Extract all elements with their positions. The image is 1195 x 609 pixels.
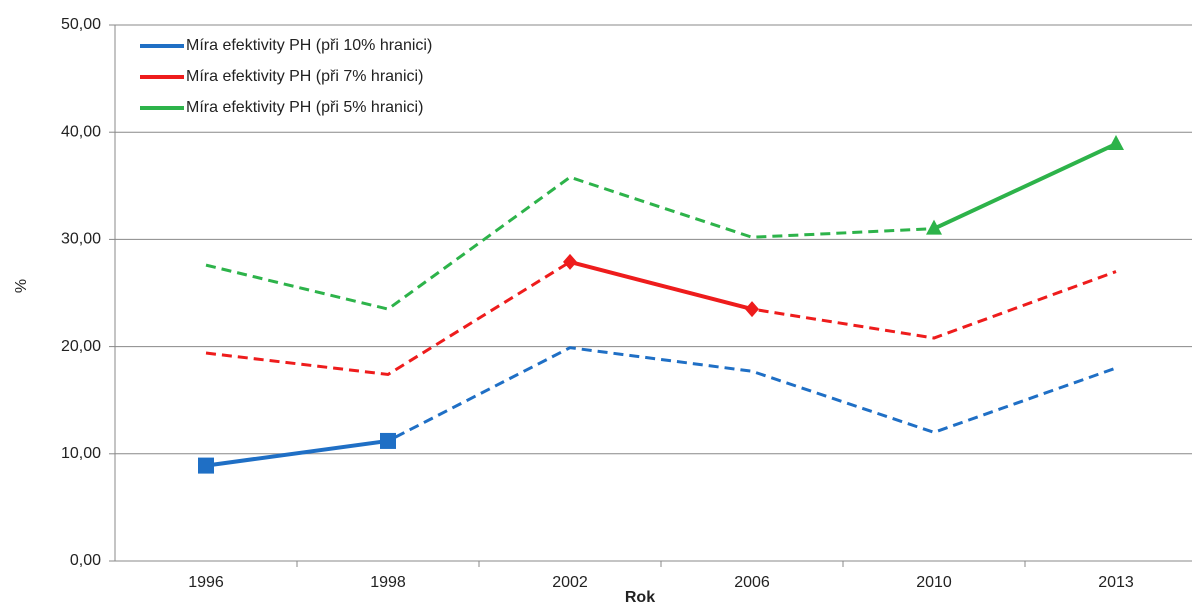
x-tick-label: 1998 — [370, 574, 406, 591]
series-line-solid — [205, 438, 389, 468]
y-tick-label: 0,00 — [70, 552, 101, 569]
marker — [745, 301, 759, 318]
series-line-solid — [933, 142, 1117, 231]
x-tick-label: 2010 — [916, 574, 952, 591]
y-tick-label: 40,00 — [61, 123, 101, 140]
series-line-dashed — [205, 260, 1117, 377]
y-tick-label: 30,00 — [61, 231, 101, 248]
legend-label: Míra efektivity PH (při 7% hranici) — [186, 68, 423, 85]
x-tick-label: 2013 — [1098, 574, 1134, 591]
x-tick-label: 2002 — [552, 574, 588, 591]
marker — [198, 457, 214, 474]
y-axis-label: % — [13, 279, 30, 293]
y-tick-label: 50,00 — [61, 16, 101, 33]
marker — [1108, 134, 1124, 150]
legend-label: Míra efektivity PH (při 5% hranici) — [186, 99, 423, 116]
marker — [380, 432, 396, 449]
marker — [926, 219, 942, 235]
x-tick-label: 1996 — [188, 574, 224, 591]
legend-label: Míra efektivity PH (při 10% hranici) — [186, 37, 432, 54]
x-axis-label: Rok — [625, 589, 655, 606]
marker — [563, 253, 577, 270]
y-tick-label: 10,00 — [61, 445, 101, 462]
y-tick-label: 20,00 — [61, 338, 101, 355]
x-tick-label: 2006 — [734, 574, 770, 591]
series-line-solid — [569, 259, 753, 312]
